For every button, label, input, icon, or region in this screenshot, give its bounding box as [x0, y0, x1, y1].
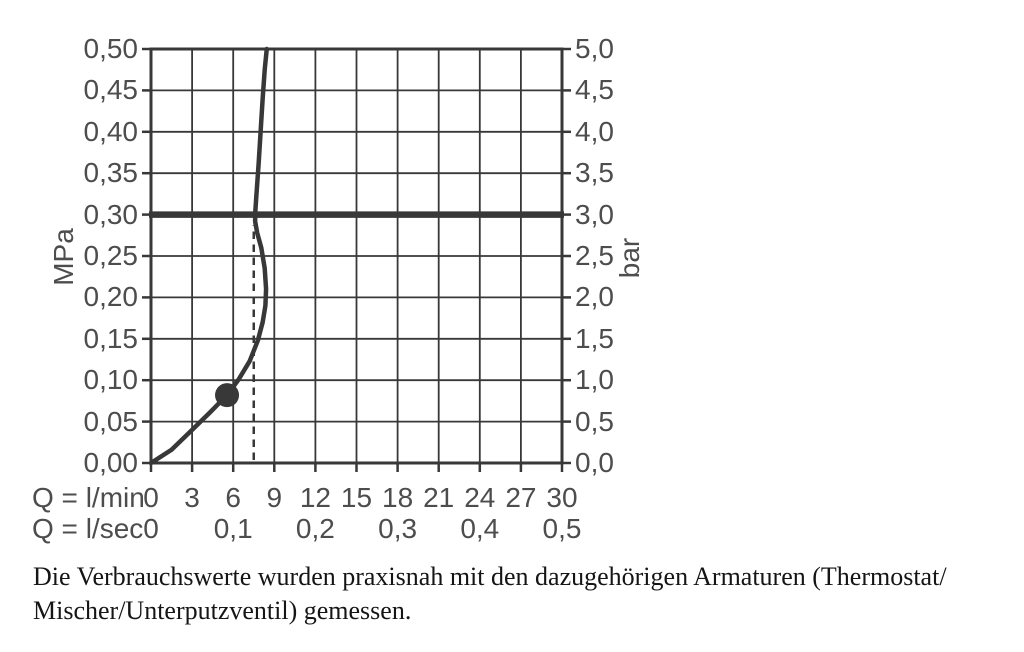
right-axis-tick-label: 3,0 — [575, 198, 614, 230]
x-axis-label-lmin: Q = l/min — [32, 482, 145, 513]
right-axis-tick-label: 2,5 — [575, 240, 614, 271]
bottom-lmin-tick-label: 0 — [143, 482, 159, 513]
bottom-lsec-tick-label: 0,4 — [460, 513, 500, 544]
flow-pressure-chart: 0,50 0,45 0,40 0,35 0,30 0,25 0,20 0,15 0,10 0,05… — [32, 33, 645, 544]
bottom-lmin-tick-label: 30 — [546, 482, 578, 513]
caption-line1: Die Verbrauchswerte wurden praxisnah mit… — [33, 562, 947, 591]
left-axis-tick-label: 0,45 — [83, 74, 139, 106]
right-axis-tick-label: 4,5 — [575, 74, 614, 106]
left-axis-tick-label: 0,35 — [83, 157, 139, 189]
bottom-lmin-tick-label: 27 — [505, 482, 537, 513]
bottom-lmin-tick-label: 6 — [225, 482, 241, 513]
right-axis-unit-label: bar — [614, 237, 645, 279]
left-axis-tick-label: 0,15 — [83, 322, 139, 354]
bottom-lsec-tick-label: 0 — [143, 513, 159, 544]
bottom-lmin-tick-label: 12 — [299, 482, 331, 513]
left-axis-unit-label: MPa — [48, 228, 79, 286]
operating-point-dot — [215, 383, 240, 408]
right-axis-tick-label: 4,0 — [575, 115, 614, 147]
left-axis-tick-label: 0,00 — [83, 447, 139, 478]
right-axis-tick-label: 0,5 — [575, 405, 614, 437]
caption-line2: Mischer/Unterputzventil) gemessen. — [33, 596, 412, 625]
right-axis-tick-label: 0,0 — [575, 447, 614, 478]
left-axis-tick-label: 0,05 — [83, 405, 139, 437]
bottom-lsec-tick-label: 0,2 — [295, 513, 335, 544]
bottom-lsec-tick-label: 0,3 — [378, 513, 418, 544]
caption: Die Verbrauchswerte wurden praxisnah mit… — [33, 560, 993, 628]
right-axis-tick-label: 1,5 — [575, 322, 614, 354]
flow-curve — [148, 46, 270, 466]
left-axis-tick-label: 0,40 — [83, 115, 139, 147]
bottom-lmin-tick-label: 24 — [464, 482, 496, 513]
left-axis-tick-label: 0,30 — [83, 198, 139, 230]
left-axis-tick-label: 0,20 — [83, 281, 139, 313]
right-axis-tick-label: 5,0 — [575, 33, 614, 64]
bottom-lmin-tick-label: 21 — [423, 482, 455, 513]
left-axis-tick-label: 0,25 — [83, 240, 139, 271]
left-axis-tick-label: 0,10 — [83, 364, 139, 396]
bottom-lmin-tick-label: 15 — [340, 482, 373, 513]
bottom-lsec-tick-label: 0,1 — [213, 513, 253, 544]
bottom-lmin-tick-label: 18 — [382, 482, 414, 513]
bottom-lmin-tick-label: 3 — [184, 482, 200, 513]
bottom-lsec-tick-label: 0,5 — [542, 513, 582, 544]
x-axis-label-lsec: Q = l/sec — [32, 513, 144, 544]
chart-canvas — [142, 46, 571, 472]
right-axis-tick-label: 2,0 — [575, 281, 614, 313]
right-axis-tick-label: 3,5 — [575, 157, 614, 189]
bottom-lmin-tick-label: 9 — [266, 482, 283, 513]
right-axis-tick-label: 1,0 — [575, 364, 614, 396]
left-axis-tick-label: 0,50 — [83, 33, 139, 64]
